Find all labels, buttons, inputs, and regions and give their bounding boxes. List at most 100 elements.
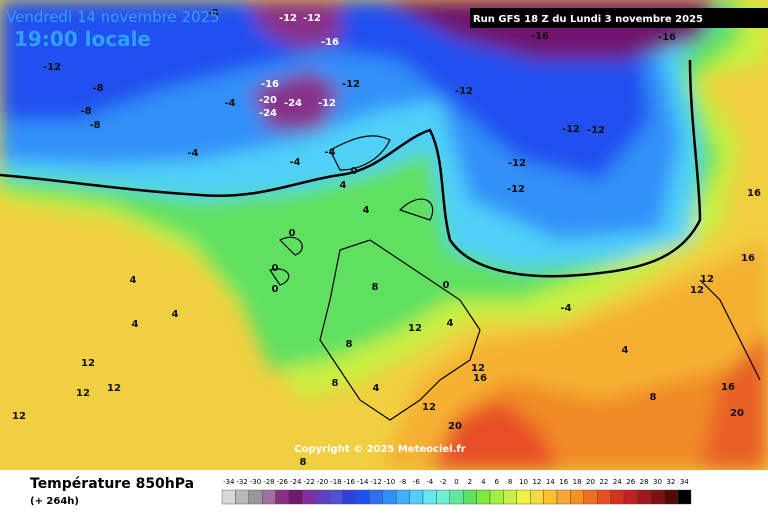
scale-swatch xyxy=(463,489,477,505)
scale-label: 18 xyxy=(573,478,582,486)
contour-label: -12 xyxy=(455,86,473,97)
contour-label: 4 xyxy=(340,180,347,191)
contour-label: 4 xyxy=(622,345,629,356)
scale-swatch xyxy=(637,489,652,505)
contour-label: -12 xyxy=(587,125,605,136)
scale-label: -12 xyxy=(370,478,381,486)
scale-label: -14 xyxy=(357,478,369,486)
contour-label: 16 xyxy=(473,373,487,384)
contour-label: 4 xyxy=(132,319,139,330)
contour-label: -4 xyxy=(187,148,198,159)
contour-label: -12 xyxy=(508,158,526,169)
scale-swatch xyxy=(342,489,357,505)
scale-label: -28 xyxy=(263,478,274,486)
scale-swatch xyxy=(677,489,692,505)
contour-label: 0 xyxy=(351,166,358,177)
scale-label: 2 xyxy=(468,478,472,486)
scale-swatch xyxy=(610,489,625,505)
scale-swatch xyxy=(476,489,491,505)
scale-label: 12 xyxy=(532,478,541,486)
contour-label: -12 xyxy=(342,79,360,90)
scale-swatch xyxy=(275,489,290,505)
footer-title: Température 850hPa xyxy=(30,476,194,492)
scale-label: -20 xyxy=(317,478,328,486)
contour-label: -12 xyxy=(303,13,321,24)
scale-label: -34 xyxy=(223,478,235,486)
scale-swatch xyxy=(409,489,424,505)
contour-label: 4 xyxy=(130,275,137,286)
scale-swatch xyxy=(664,489,678,505)
scale-swatch xyxy=(570,489,585,505)
scale-label: -16 xyxy=(344,478,356,486)
scale-swatch xyxy=(583,489,598,505)
contour-label: -20 xyxy=(259,95,277,106)
contour-label: -16 xyxy=(321,37,339,48)
contour-label: -12 xyxy=(43,62,61,73)
run-banner xyxy=(470,8,768,28)
scale-swatch xyxy=(556,489,571,505)
scale-swatch xyxy=(302,489,316,505)
scale-swatch xyxy=(623,489,638,505)
contour-label: -12 xyxy=(562,124,580,135)
contour-label: 0 xyxy=(443,280,450,291)
scale-label: 30 xyxy=(653,478,662,486)
scale-label: 32 xyxy=(666,478,675,486)
scale-label: -10 xyxy=(384,478,395,486)
lead-time: (+ 264h) xyxy=(30,496,79,507)
scale-label: 16 xyxy=(559,478,568,486)
contour-label: 12 xyxy=(471,363,485,374)
copyright: Copyright © 2025 Meteociel.fr xyxy=(294,444,465,455)
contour-label: 4 xyxy=(363,205,370,216)
scale-swatch xyxy=(382,489,397,505)
time: 19:00 locale xyxy=(14,27,151,51)
scale-label: 24 xyxy=(613,478,622,486)
scale-swatch xyxy=(436,489,450,505)
contour-label: 0 xyxy=(289,228,296,239)
contour-label: 4 xyxy=(447,318,454,329)
color-scale: -34 -32 -30 -28 -26 -24 -22 -20 -18 -16 -14 -12 -10-… xyxy=(221,478,692,505)
contour-label: 16 xyxy=(741,253,755,264)
contour-label: -16 xyxy=(531,31,549,42)
contour-label: 12 xyxy=(81,358,95,369)
contour-label: 20 xyxy=(448,421,462,432)
contour-label: 4 xyxy=(373,383,380,394)
contour-label: 12 xyxy=(76,388,90,399)
contour-label: 12 xyxy=(408,323,422,334)
scale-swatch xyxy=(315,489,330,505)
scale-label: -32 xyxy=(236,478,247,486)
scale-label: 26 xyxy=(626,478,635,486)
scale-swatch xyxy=(262,489,276,505)
contour-label: 0 xyxy=(272,284,279,295)
scale-label: 8 xyxy=(508,478,512,486)
scale-label: 22 xyxy=(599,478,608,486)
contour-labels: -8 -12 -12-16-12-8-8-8-4-4-16-20 -24-24-12-… xyxy=(12,8,761,468)
contour-label: 8 xyxy=(346,339,353,350)
scale-swatch xyxy=(235,489,249,505)
scale-swatch xyxy=(530,489,544,505)
contour-label: 8 xyxy=(650,392,657,403)
scale-swatch xyxy=(543,489,558,505)
contour-label: 16 xyxy=(721,382,735,393)
scale-label: -22 xyxy=(303,478,314,486)
contour-label: 12 xyxy=(107,383,121,394)
contour-label: 12 xyxy=(700,274,714,285)
scale-label: 10 xyxy=(519,478,528,486)
run: Run GFS 18 Z du Lundi 3 novembre 2025 xyxy=(473,14,703,25)
scale-swatch xyxy=(329,489,343,505)
contour-label: -24 xyxy=(259,108,277,119)
contour-label: 0 xyxy=(272,263,279,274)
contour-label: 8 xyxy=(332,378,339,389)
scale-label: -24 xyxy=(290,478,302,486)
contour-label: 8 xyxy=(372,282,379,293)
contour-label: -24 xyxy=(284,98,302,109)
scale-swatch xyxy=(489,489,504,505)
scale-swatch xyxy=(597,489,611,505)
contour-label: -16 xyxy=(261,79,279,90)
contour-label: -8 xyxy=(207,8,218,19)
scale-swatch xyxy=(422,489,437,505)
contour-label: 16 xyxy=(747,188,761,199)
contour-label: -4 xyxy=(224,98,235,109)
contour-label: -12 xyxy=(318,98,336,109)
scale-label: -2 xyxy=(440,478,447,486)
